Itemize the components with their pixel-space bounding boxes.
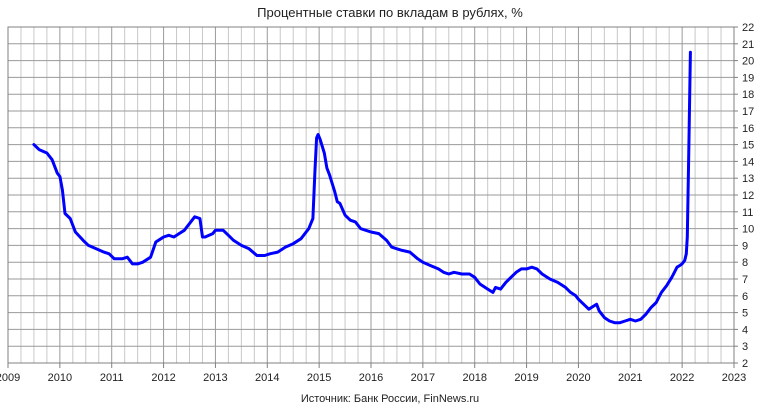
x-tick-label: 2017 xyxy=(411,372,435,384)
y-tick-label: 16 xyxy=(742,123,754,135)
y-tick-label: 10 xyxy=(742,224,754,236)
chart-title: Процентные ставки по вкладам в рублях, % xyxy=(257,5,523,20)
y-tick-label: 22 xyxy=(742,22,754,34)
x-tick-label: 2020 xyxy=(566,372,590,384)
x-tick-label: 2015 xyxy=(307,372,331,384)
x-tick-label: 2019 xyxy=(514,372,538,384)
y-tick-label: 12 xyxy=(742,190,754,202)
y-tick-label: 3 xyxy=(742,341,748,353)
y-tick-label: 5 xyxy=(742,308,748,320)
y-tick-label: 19 xyxy=(742,72,754,84)
x-tick-label: 2011 xyxy=(100,372,124,384)
series-line xyxy=(32,50,692,325)
y-tick-label: 2 xyxy=(742,358,748,370)
x-tick-label: 2018 xyxy=(462,372,486,384)
y-tick-label: 18 xyxy=(742,89,754,101)
x-tick-label: 2016 xyxy=(359,372,383,384)
chart-source: Источник: Банк России, FinNews.ru xyxy=(300,393,480,405)
x-tick-label: 2021 xyxy=(618,372,642,384)
x-tick-label: 2013 xyxy=(203,372,227,384)
x-tick-label: 2014 xyxy=(255,372,279,384)
y-tick-label: 17 xyxy=(742,106,754,118)
y-tick-label: 8 xyxy=(742,257,748,269)
x-tick-label: 2022 xyxy=(670,372,694,384)
y-tick-label: 13 xyxy=(742,173,754,185)
x-tick-label: 2023 xyxy=(722,372,746,384)
x-tick-label: 2010 xyxy=(48,372,72,384)
y-tick-label: 7 xyxy=(742,274,748,286)
y-tick-label: 6 xyxy=(742,291,748,303)
x-tick-label: 2012 xyxy=(151,372,175,384)
y-tick-label: 4 xyxy=(742,324,748,336)
y-tick-label: 15 xyxy=(742,140,754,152)
x-tick-label: 2009 xyxy=(0,372,20,384)
y-tick-label: 21 xyxy=(742,39,754,51)
y-tick-label: 9 xyxy=(742,240,748,252)
y-tick-label: 20 xyxy=(742,56,754,68)
y-tick-label: 11 xyxy=(742,207,753,219)
y-tick-label: 14 xyxy=(742,156,754,168)
